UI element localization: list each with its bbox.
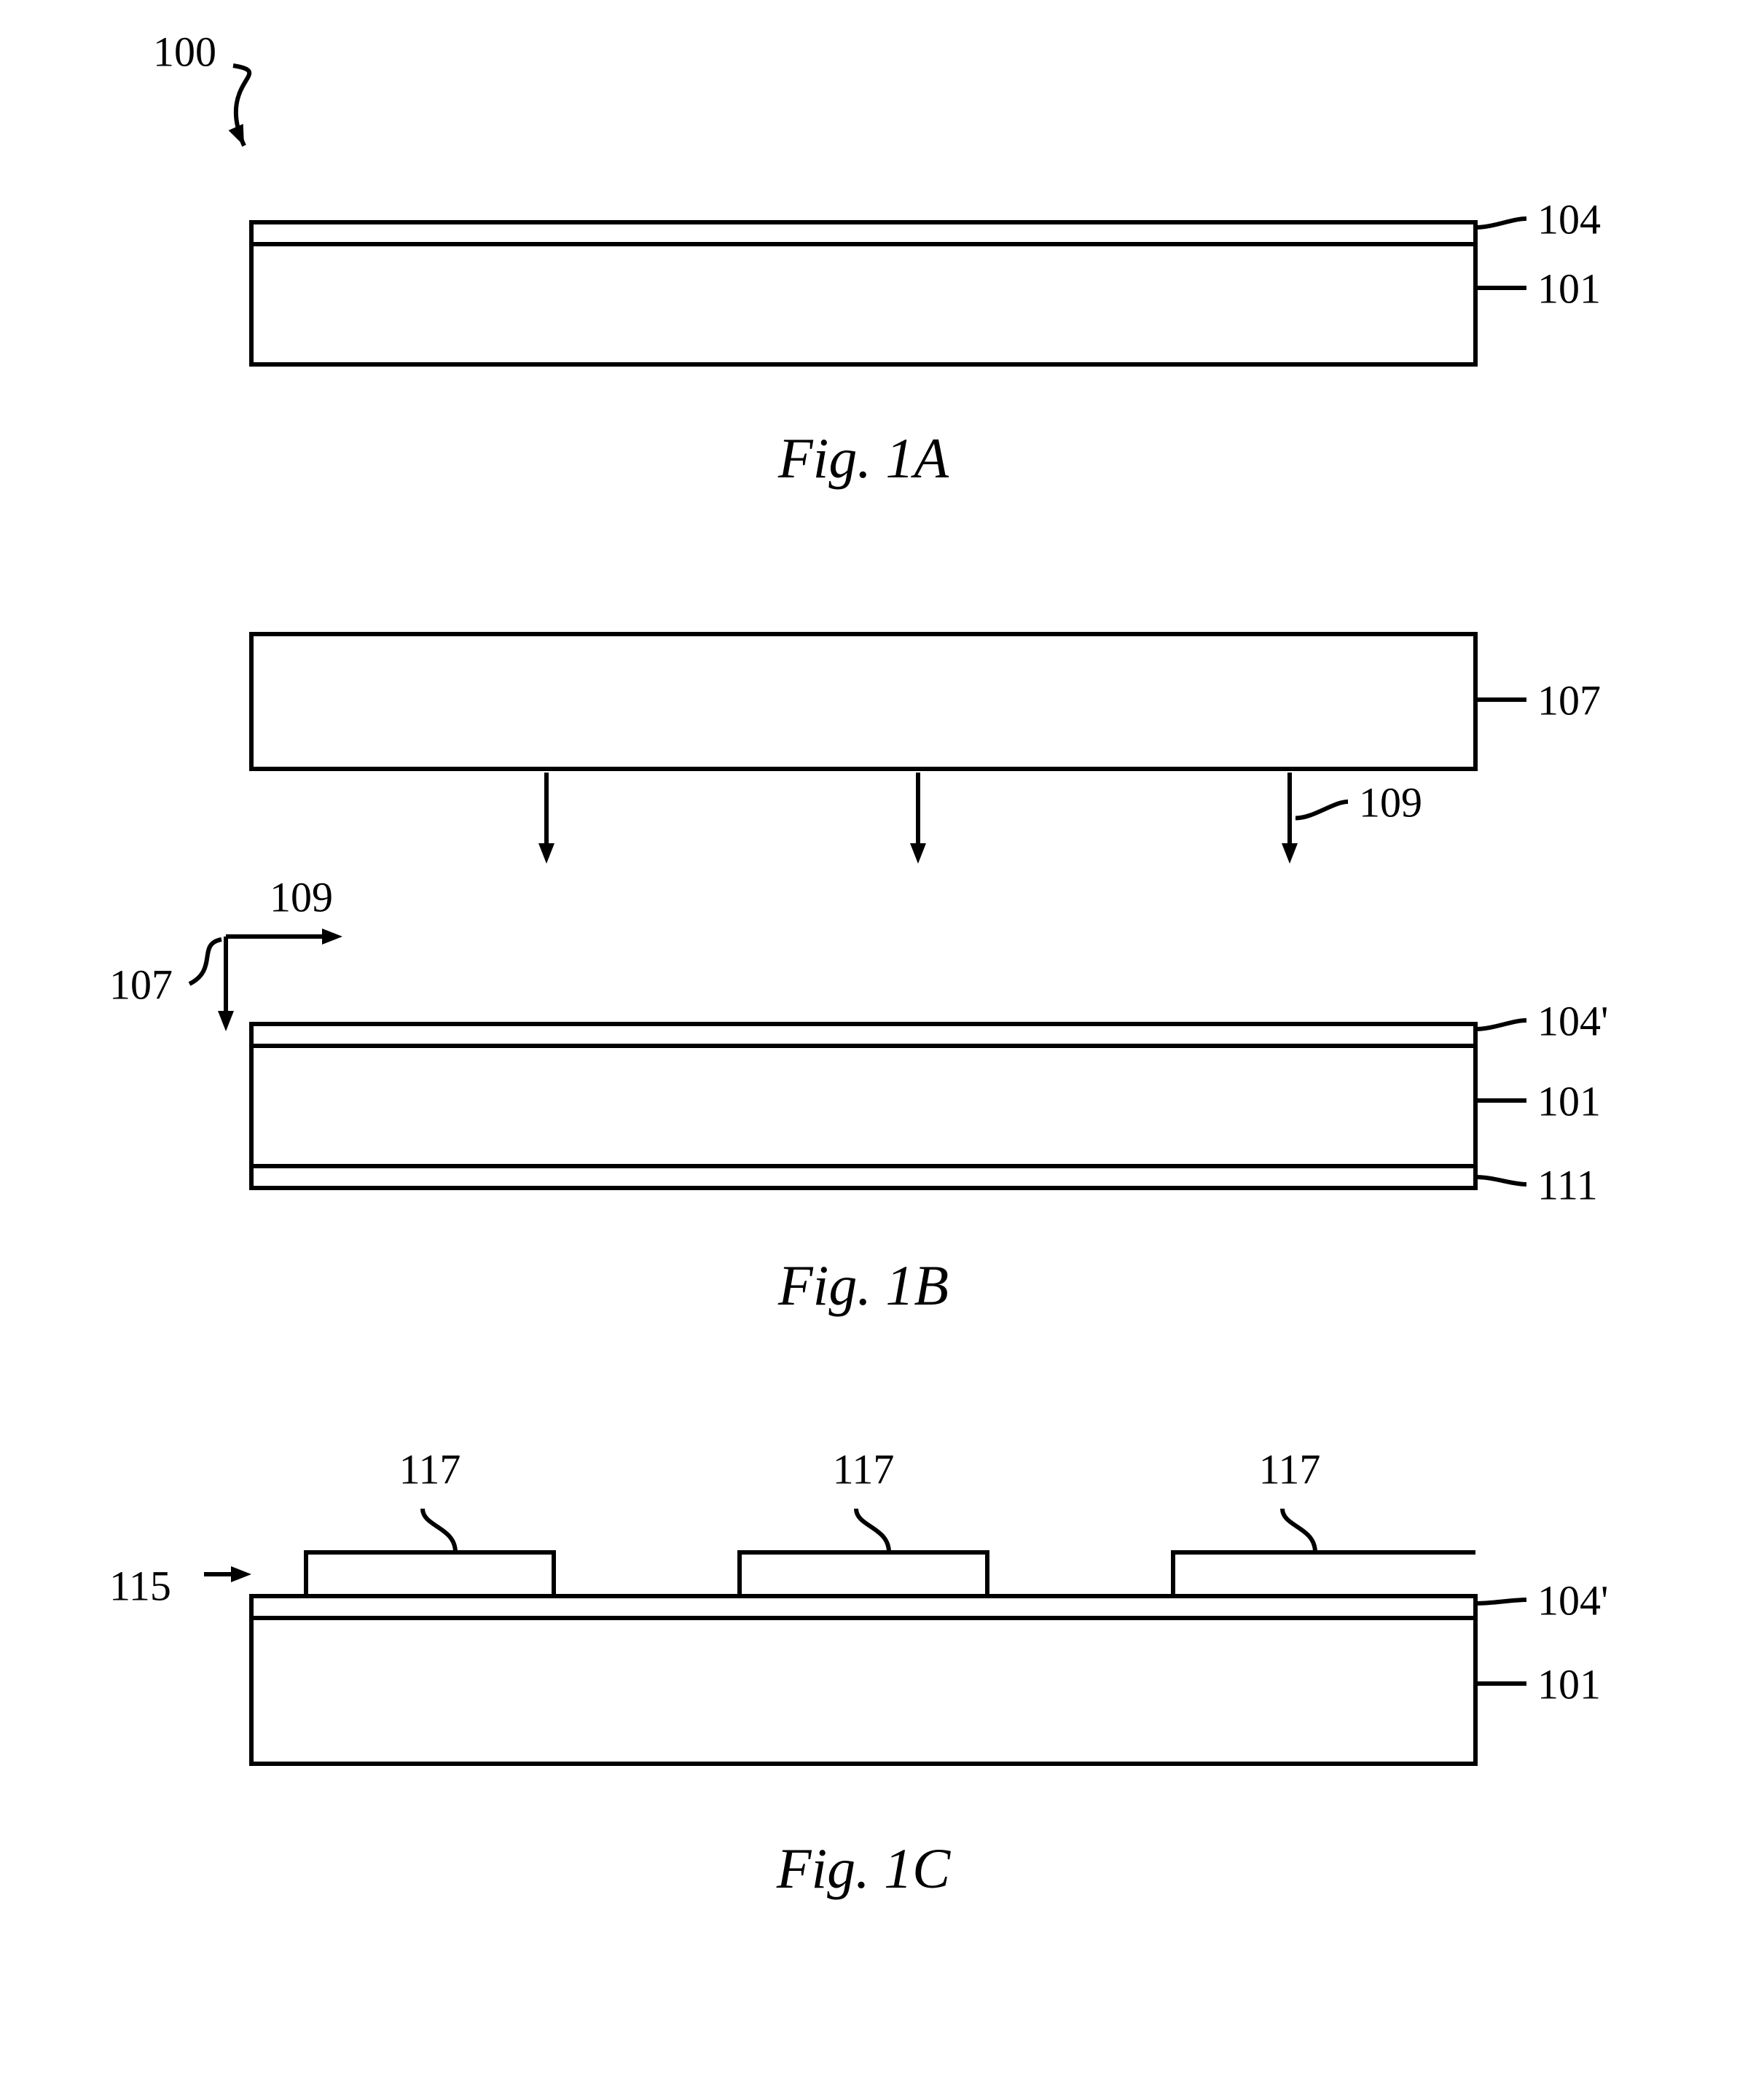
caption-fig1c: Fig. 1C xyxy=(776,1837,951,1900)
arrowhead xyxy=(1282,843,1298,864)
arrowhead xyxy=(322,929,342,945)
label-111: 111 xyxy=(1537,1161,1598,1208)
coord-label-109: 109 xyxy=(270,873,333,920)
leader-104' xyxy=(1475,1020,1526,1029)
figC-block-0 xyxy=(306,1552,554,1596)
label-100: 100 xyxy=(153,28,216,75)
figA-layer-101 xyxy=(251,244,1475,364)
leader-coord-107 xyxy=(189,939,222,984)
figC-layer-104p xyxy=(251,1596,1475,1618)
leader-104' xyxy=(1475,1600,1526,1603)
figC-layer-101 xyxy=(251,1618,1475,1764)
figC-block-2 xyxy=(1173,1552,1475,1596)
label-117: 117 xyxy=(399,1445,461,1493)
caption-fig1b: Fig. 1B xyxy=(777,1254,949,1317)
label-117: 117 xyxy=(833,1445,895,1493)
leader-111 xyxy=(1475,1177,1526,1184)
figC-block-1 xyxy=(740,1552,987,1596)
label-101: 101 xyxy=(1537,1077,1601,1125)
label-107: 107 xyxy=(1537,676,1601,724)
arrowhead xyxy=(910,843,926,864)
figB-upper-107 xyxy=(251,634,1475,769)
coord-label-107: 107 xyxy=(109,961,173,1008)
label-101: 101 xyxy=(1537,265,1601,312)
arrowhead xyxy=(231,1566,251,1582)
label-117: 117 xyxy=(1259,1445,1321,1493)
caption-fig1a: Fig. 1A xyxy=(777,426,949,490)
figA-layer-104 xyxy=(251,222,1475,244)
arrowhead xyxy=(538,843,554,864)
figB-layer-101 xyxy=(251,1046,1475,1166)
hook-leader xyxy=(423,1509,455,1552)
figB-layer-104p xyxy=(251,1024,1475,1046)
label-104: 104 xyxy=(1537,195,1601,243)
label-109: 109 xyxy=(1359,778,1422,826)
label-104': 104' xyxy=(1537,997,1608,1044)
label-104': 104' xyxy=(1537,1576,1608,1624)
label-101: 101 xyxy=(1537,1660,1601,1708)
arrowhead xyxy=(229,124,244,146)
leader-109 xyxy=(1295,802,1348,818)
figB-layer-111 xyxy=(251,1166,1475,1188)
label-115: 115 xyxy=(109,1562,171,1609)
hook-leader xyxy=(1282,1509,1315,1552)
arrowhead xyxy=(218,1011,234,1031)
hook-leader xyxy=(856,1509,889,1552)
leader-104 xyxy=(1475,219,1526,227)
